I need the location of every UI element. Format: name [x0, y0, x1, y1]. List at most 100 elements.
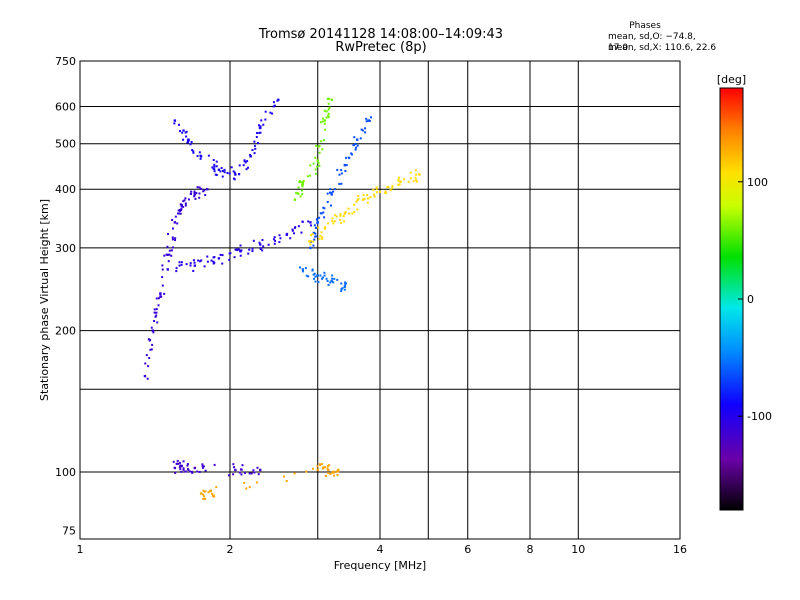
- data-point: [180, 470, 183, 473]
- data-point: [256, 466, 259, 469]
- data-point: [307, 240, 310, 243]
- data-point: [340, 221, 343, 224]
- data-point: [147, 338, 150, 341]
- data-point: [313, 272, 316, 275]
- data-point: [238, 471, 241, 474]
- data-point: [173, 466, 177, 470]
- data-point: [403, 178, 406, 181]
- data-point: [272, 101, 275, 104]
- data-point: [340, 288, 343, 291]
- data-point: [204, 194, 207, 197]
- data-point: [213, 463, 216, 466]
- data-point: [242, 164, 245, 167]
- data-point: [189, 264, 192, 267]
- data-point: [414, 173, 417, 176]
- data-point: [201, 463, 204, 466]
- data-point: [180, 263, 183, 266]
- data-point: [312, 162, 315, 165]
- data-point: [255, 136, 258, 139]
- data-point: [198, 192, 201, 195]
- data-point: [415, 180, 418, 183]
- data-point: [196, 186, 199, 189]
- data-point: [350, 152, 353, 155]
- data-point: [219, 253, 222, 256]
- data-point: [195, 192, 198, 195]
- data-point: [207, 491, 210, 494]
- data-point: [315, 235, 318, 238]
- data-point: [251, 149, 254, 152]
- data-point: [315, 218, 318, 221]
- data-point: [255, 481, 258, 484]
- data-point: [312, 231, 315, 234]
- data-point: [273, 104, 276, 107]
- data-point: [301, 268, 305, 271]
- data-point: [252, 239, 255, 242]
- data-point: [325, 277, 328, 280]
- data-point: [232, 170, 235, 173]
- data-point: [367, 197, 370, 200]
- data-point: [211, 494, 215, 497]
- data-point: [336, 168, 339, 171]
- data-point: [322, 139, 325, 142]
- data-point: [187, 139, 190, 142]
- data-point: [332, 470, 335, 473]
- x-tick-label: 10: [571, 543, 585, 556]
- data-point: [326, 201, 329, 204]
- data-point: [331, 277, 334, 280]
- data-point: [326, 279, 329, 282]
- data-point: [156, 321, 159, 324]
- data-point: [301, 181, 304, 184]
- data-point: [315, 165, 318, 168]
- data-point: [305, 470, 308, 473]
- data-point: [327, 472, 330, 475]
- data-point: [193, 193, 197, 196]
- data-point: [147, 365, 150, 368]
- data-point: [338, 182, 341, 185]
- data-point: [302, 270, 305, 273]
- data-point: [260, 119, 263, 122]
- data-point: [274, 239, 277, 242]
- data-point: [239, 468, 242, 471]
- data-point: [323, 274, 326, 277]
- data-point: [163, 292, 166, 295]
- data-point: [186, 463, 189, 466]
- data-point: [227, 474, 230, 477]
- data-point: [314, 156, 317, 159]
- data-point: [327, 468, 330, 472]
- data-point: [236, 249, 239, 252]
- data-point: [309, 164, 312, 167]
- data-point: [331, 274, 334, 277]
- data-point: [314, 235, 317, 238]
- x-axis-label: Frequency [MHz]: [334, 559, 426, 572]
- data-point: [198, 196, 201, 199]
- data-point: [175, 462, 178, 465]
- data-point: [323, 207, 326, 210]
- data-point: [193, 195, 196, 198]
- data-point: [251, 250, 254, 253]
- data-point: [321, 236, 324, 239]
- data-point: [202, 489, 205, 492]
- data-point: [179, 468, 182, 471]
- data-point: [323, 216, 326, 219]
- data-point: [357, 194, 360, 197]
- data-point: [206, 260, 209, 263]
- data-point: [182, 138, 185, 141]
- data-point: [294, 226, 297, 229]
- data-point: [340, 172, 343, 175]
- data-point: [213, 170, 216, 173]
- data-point: [203, 495, 206, 498]
- data-point: [328, 97, 331, 100]
- data-point: [347, 156, 350, 159]
- data-point: [397, 179, 400, 182]
- data-point: [215, 160, 218, 163]
- data-point: [339, 213, 342, 216]
- colorbar-label: [deg]: [717, 73, 746, 86]
- data-point: [291, 229, 294, 232]
- data-point: [201, 464, 204, 467]
- data-point: [184, 204, 187, 207]
- data-point: [304, 267, 307, 270]
- data-point: [297, 225, 300, 228]
- data-point: [144, 362, 147, 365]
- data-point: [203, 189, 206, 192]
- data-point: [232, 463, 235, 466]
